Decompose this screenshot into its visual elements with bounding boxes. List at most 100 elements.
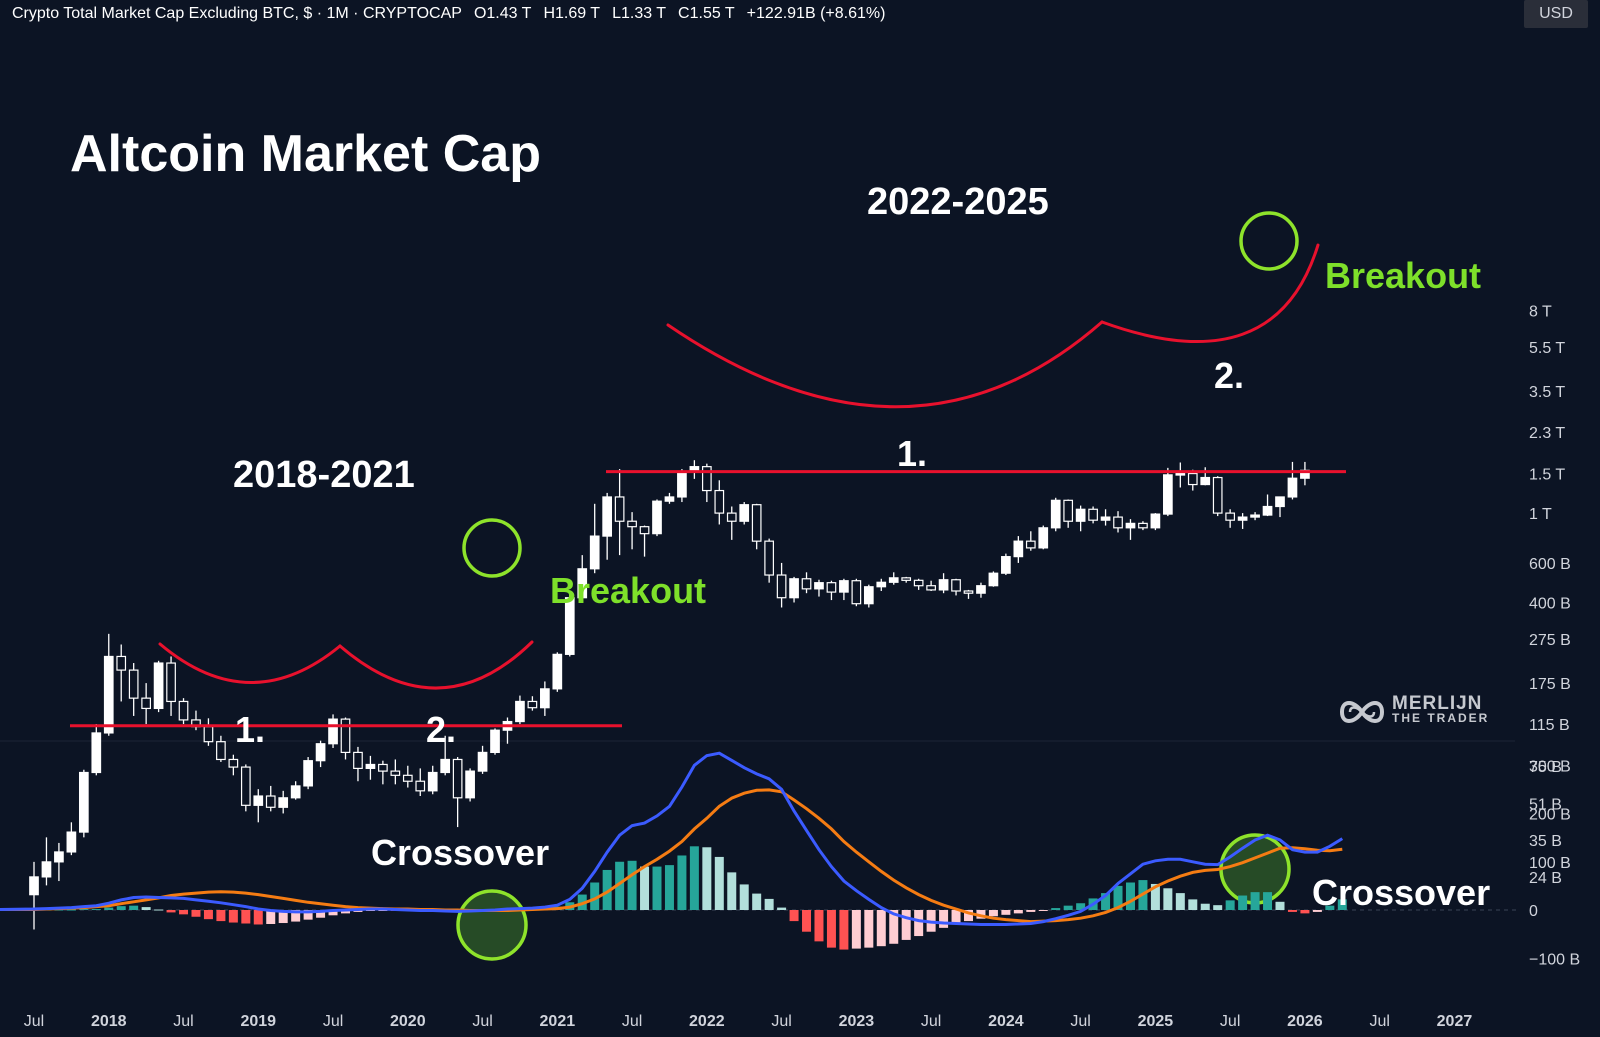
- candle-body: [415, 780, 426, 792]
- candle-body: [303, 760, 313, 787]
- macd-histogram-bar: [627, 860, 637, 910]
- candle-body: [278, 797, 289, 808]
- time-tick-label: Jul: [771, 1013, 791, 1030]
- macd-histogram-bar: [814, 910, 824, 942]
- left-crossover-circle: [456, 889, 528, 961]
- candle-body: [1175, 472, 1186, 476]
- candle-body: [265, 795, 276, 808]
- candle-body: [166, 662, 176, 703]
- candle-body: [863, 586, 874, 605]
- candlestick-series: [29, 460, 1310, 930]
- chart-annotations: Altcoin Market Cap 2018-2021 2022-2025 Brea…: [70, 125, 1490, 913]
- macd-histogram-bar: [752, 893, 762, 910]
- time-tick-label: Jul: [24, 1013, 44, 1030]
- time-tick-label: Jul: [1070, 1013, 1090, 1030]
- currency-button[interactable]: USD: [1524, 0, 1588, 28]
- logo-line-1: MERLIJN: [1392, 693, 1483, 714]
- candle-body: [1001, 556, 1011, 574]
- price-tick-label: 8 T: [1529, 303, 1552, 320]
- macd-histogram-bar: [141, 907, 151, 910]
- candle-body: [116, 655, 127, 671]
- price-tick-label: 115 B: [1529, 717, 1570, 734]
- chart-overlays: [70, 211, 1346, 961]
- candle-body: [751, 504, 762, 542]
- macd-histogram-bar: [1026, 910, 1036, 912]
- price-tick-label: 51 B: [1529, 796, 1562, 813]
- price-tick-label: 400 B: [1529, 595, 1571, 612]
- macd-histogram-bar: [104, 907, 114, 910]
- macd-histogram-bar: [764, 898, 774, 910]
- left-period-label: 2018-2021: [233, 454, 415, 496]
- time-tick-label: 2022: [689, 1013, 725, 1030]
- macd-histogram-bar: [876, 910, 886, 947]
- candle-body: [465, 770, 475, 799]
- macd-histogram-bar: [216, 910, 226, 922]
- price-tick-label: 35 B: [1529, 833, 1562, 850]
- macd-histogram-bar: [1113, 885, 1123, 910]
- candle-body: [1200, 476, 1211, 486]
- macd-histogram-bar: [1063, 905, 1073, 910]
- macd-histogram-bar: [1263, 892, 1273, 910]
- candle-body: [1187, 472, 1198, 486]
- time-tick-label: 2023: [839, 1013, 875, 1030]
- candle-body: [1287, 477, 1298, 498]
- macd-histogram-bar: [864, 910, 874, 948]
- price-tick-label: 75 B: [1529, 759, 1562, 776]
- right-bottom-2-label: 2.: [1214, 355, 1244, 396]
- candle-body: [888, 577, 899, 583]
- macd-histogram-bar: [615, 861, 625, 910]
- right-bottom-1-curve: [666, 320, 1104, 409]
- candle-body: [1275, 496, 1285, 508]
- candle-body: [240, 766, 251, 806]
- macd-histogram-bar: [702, 847, 712, 910]
- macd-histogram-bar: [689, 846, 699, 910]
- macd-histogram-bar: [116, 906, 126, 910]
- candle-body: [253, 795, 264, 806]
- right-breakout-circle: [1239, 211, 1299, 271]
- symbol-header: Crypto Total Market Cap Excluding BTC, $…: [12, 5, 897, 23]
- macd-histogram-bar: [677, 855, 687, 910]
- candle-body: [951, 579, 961, 592]
- price-tick-label: 24 B: [1529, 870, 1562, 887]
- macd-histogram-bar: [964, 910, 973, 922]
- price-axis[interactable]: 8 T 5.5 T 3.5 T 2.3 T 1.5 T 1 T 600 B 400 B 275 …: [1529, 303, 1580, 968]
- symbol-name[interactable]: Crypto Total Market Cap Excluding BTC, $…: [12, 5, 462, 22]
- time-tick-label: Jul: [323, 1013, 343, 1030]
- candle-body: [515, 700, 525, 723]
- time-tick-label: 2020: [390, 1013, 426, 1030]
- macd-histogram-bar: [739, 884, 749, 910]
- candle-body: [315, 743, 326, 762]
- macd-histogram-bar: [839, 910, 849, 950]
- macd-histogram-bar: [777, 907, 787, 910]
- candle-body: [764, 540, 774, 576]
- macd-histogram-bar: [91, 909, 101, 911]
- macd-histogram-bar: [802, 910, 812, 932]
- candle-body: [54, 851, 64, 863]
- candle-body: [1088, 508, 1098, 521]
- price-tick-label: 275 B: [1529, 632, 1571, 649]
- left-bottom-2-label: 2.: [426, 709, 456, 750]
- macd-histogram-bar: [1076, 903, 1086, 910]
- candle-body: [1138, 522, 1148, 529]
- time-tick-label: Jul: [173, 1013, 193, 1030]
- candle-body: [452, 758, 463, 799]
- price-tick-label: 2.3 T: [1529, 425, 1565, 442]
- candle-body: [1038, 527, 1049, 549]
- candle-body: [203, 726, 214, 743]
- left-bottom-2-curve: [338, 640, 534, 690]
- candle-body: [602, 496, 613, 537]
- macd-histogram-bar: [664, 865, 674, 910]
- time-axis[interactable]: Jul 2018 Jul 2019 Jul 2020 Jul 2021 Jul 2022 Jul 20…: [24, 1013, 1473, 1030]
- candle-body: [153, 662, 164, 710]
- macd-histogram-bar: [1300, 910, 1310, 914]
- candle-body: [1125, 522, 1136, 529]
- double-infinity-logo-icon: [1339, 701, 1385, 723]
- candle-body: [1150, 513, 1161, 529]
- macd-histogram-bar: [640, 866, 650, 910]
- candle-body: [216, 741, 226, 761]
- candle-body: [328, 718, 338, 745]
- macd-histogram-bar: [79, 909, 89, 911]
- macd-line: [0, 751, 1344, 926]
- macd-histogram-bar: [166, 910, 176, 913]
